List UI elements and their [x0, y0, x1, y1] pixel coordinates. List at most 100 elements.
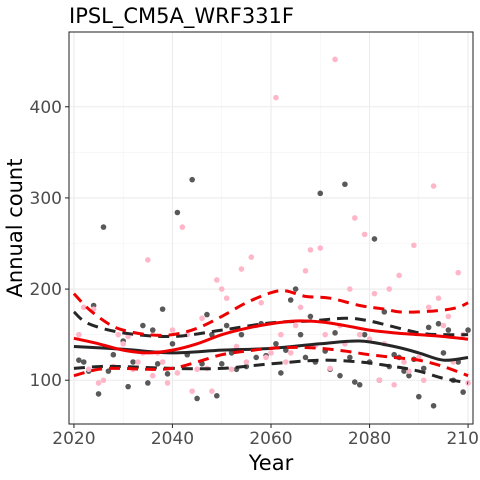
data-point: [145, 257, 151, 263]
data-point: [347, 286, 353, 292]
data-point: [292, 322, 299, 329]
data-point: [120, 340, 126, 347]
data-point: [194, 366, 200, 373]
data-point: [110, 351, 117, 358]
data-point: [189, 176, 195, 183]
data-point: [420, 377, 427, 384]
data-point: [361, 331, 368, 338]
data-point: [273, 340, 279, 347]
data-point: [297, 331, 304, 338]
data-point: [361, 231, 368, 238]
data-point: [214, 392, 220, 399]
x-tick-label: 2040: [151, 429, 194, 449]
data-point: [76, 331, 82, 338]
data-point: [209, 388, 215, 394]
data-point: [125, 383, 131, 390]
data-point: [401, 359, 407, 365]
data-point: [425, 324, 432, 331]
data-point: [406, 372, 412, 379]
data-point: [356, 331, 363, 338]
data-point: [460, 389, 466, 395]
data-point: [149, 372, 156, 379]
axes: 2020 2040 2060 2080 2100 100 200 300 400: [30, 31, 480, 449]
data-point: [189, 388, 195, 394]
data-point: [465, 327, 471, 333]
data-point: [204, 311, 210, 318]
dashed-curve-4: [73, 358, 469, 385]
data-point: [327, 365, 333, 372]
data-point: [371, 290, 378, 297]
data-point: [169, 340, 176, 347]
data-point: [80, 359, 87, 365]
data-point: [445, 327, 452, 333]
data-point: [332, 56, 338, 63]
data-point: [278, 331, 284, 338]
data-point: [381, 309, 388, 315]
data-point: [445, 313, 452, 320]
data-point: [371, 236, 378, 242]
data-point: [95, 391, 102, 397]
data-point: [174, 370, 181, 376]
data-point: [179, 224, 186, 230]
data-point: [391, 382, 397, 388]
data-point: [209, 331, 215, 338]
data-point: [76, 357, 82, 363]
data-point: [287, 350, 294, 356]
data-point: [337, 372, 343, 379]
data-point: [214, 277, 220, 283]
data-point: [130, 359, 136, 365]
data-point: [228, 366, 235, 373]
y-tick-label: 100: [30, 371, 62, 391]
data-point: [159, 359, 166, 365]
data-point: [80, 304, 87, 311]
x-tick-label: 2080: [348, 429, 391, 449]
data-point: [317, 190, 324, 197]
data-point: [435, 295, 442, 301]
y-tick-label: 400: [30, 98, 62, 118]
data-point: [263, 354, 269, 361]
data-point: [174, 209, 181, 216]
data-point: [420, 365, 427, 372]
data-point: [273, 94, 279, 101]
data-point: [169, 327, 176, 333]
data-point: [100, 224, 107, 230]
x-tick-label: 2100: [446, 429, 480, 449]
data-point: [149, 327, 156, 333]
data-point: [411, 242, 417, 249]
data-point: [425, 304, 432, 311]
data-point: [302, 268, 309, 274]
data-point: [430, 183, 437, 189]
data-point: [376, 377, 383, 384]
data-point: [332, 330, 338, 336]
data-point: [164, 371, 171, 377]
data-point: [351, 215, 358, 221]
data-point: [342, 181, 348, 188]
gridlines: [69, 32, 473, 424]
data-point: [223, 295, 230, 301]
data-point: [307, 247, 314, 253]
data-point: [278, 370, 284, 376]
data-point: [238, 266, 245, 272]
data-point: [140, 322, 146, 329]
trend-curve-5: [73, 319, 469, 355]
data-point: [238, 331, 245, 338]
data-point: [218, 286, 225, 292]
data-point: [302, 354, 309, 361]
data-point: [154, 361, 161, 367]
data-point: [297, 304, 304, 311]
y-tick-label: 200: [30, 280, 62, 300]
data-point: [292, 286, 299, 292]
data-point: [85, 366, 92, 373]
data-point: [135, 359, 141, 365]
data-point: [194, 395, 200, 402]
data-point: [159, 306, 166, 312]
data-point: [455, 269, 462, 276]
data-point: [287, 297, 294, 303]
y-tick-label: 300: [30, 189, 62, 209]
x-tick-label: 2060: [249, 429, 292, 449]
data-point: [351, 379, 358, 385]
chart-title: IPSL_CM5A_WRF331F: [69, 4, 294, 29]
data-point: [307, 313, 314, 320]
dashed-curve-6: [72, 289, 469, 337]
